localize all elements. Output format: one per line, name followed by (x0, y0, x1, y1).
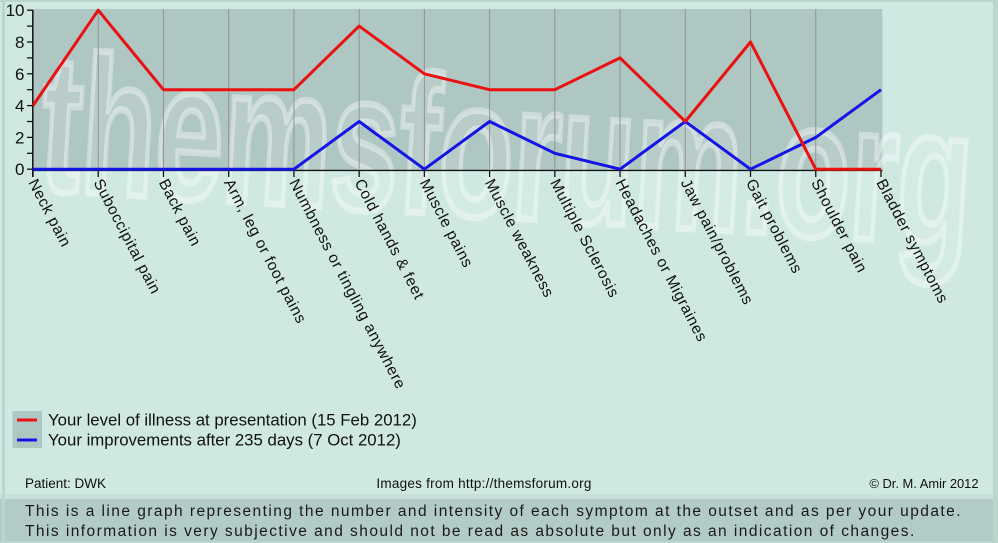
svg-text:themsforum.org: themsforum.org (36, 13, 979, 287)
svg-text:4: 4 (15, 97, 24, 116)
svg-text:Patient: DWK: Patient: DWK (25, 476, 106, 491)
svg-text:6: 6 (15, 65, 24, 84)
svg-text:2: 2 (15, 128, 24, 147)
svg-text:10: 10 (6, 1, 25, 20)
svg-text:Your level of illness at prese: Your level of illness at presentation (1… (48, 411, 417, 430)
svg-text:Your improvements after 235 da: Your improvements after 235 days (7 Oct … (48, 431, 401, 450)
svg-text:Images from http://themsforum.: Images from http://themsforum.org (376, 476, 591, 491)
svg-text:0: 0 (15, 160, 24, 179)
svg-text:8: 8 (15, 33, 24, 52)
svg-text:© Dr. M. Amir 2012: © Dr. M. Amir 2012 (869, 476, 978, 491)
